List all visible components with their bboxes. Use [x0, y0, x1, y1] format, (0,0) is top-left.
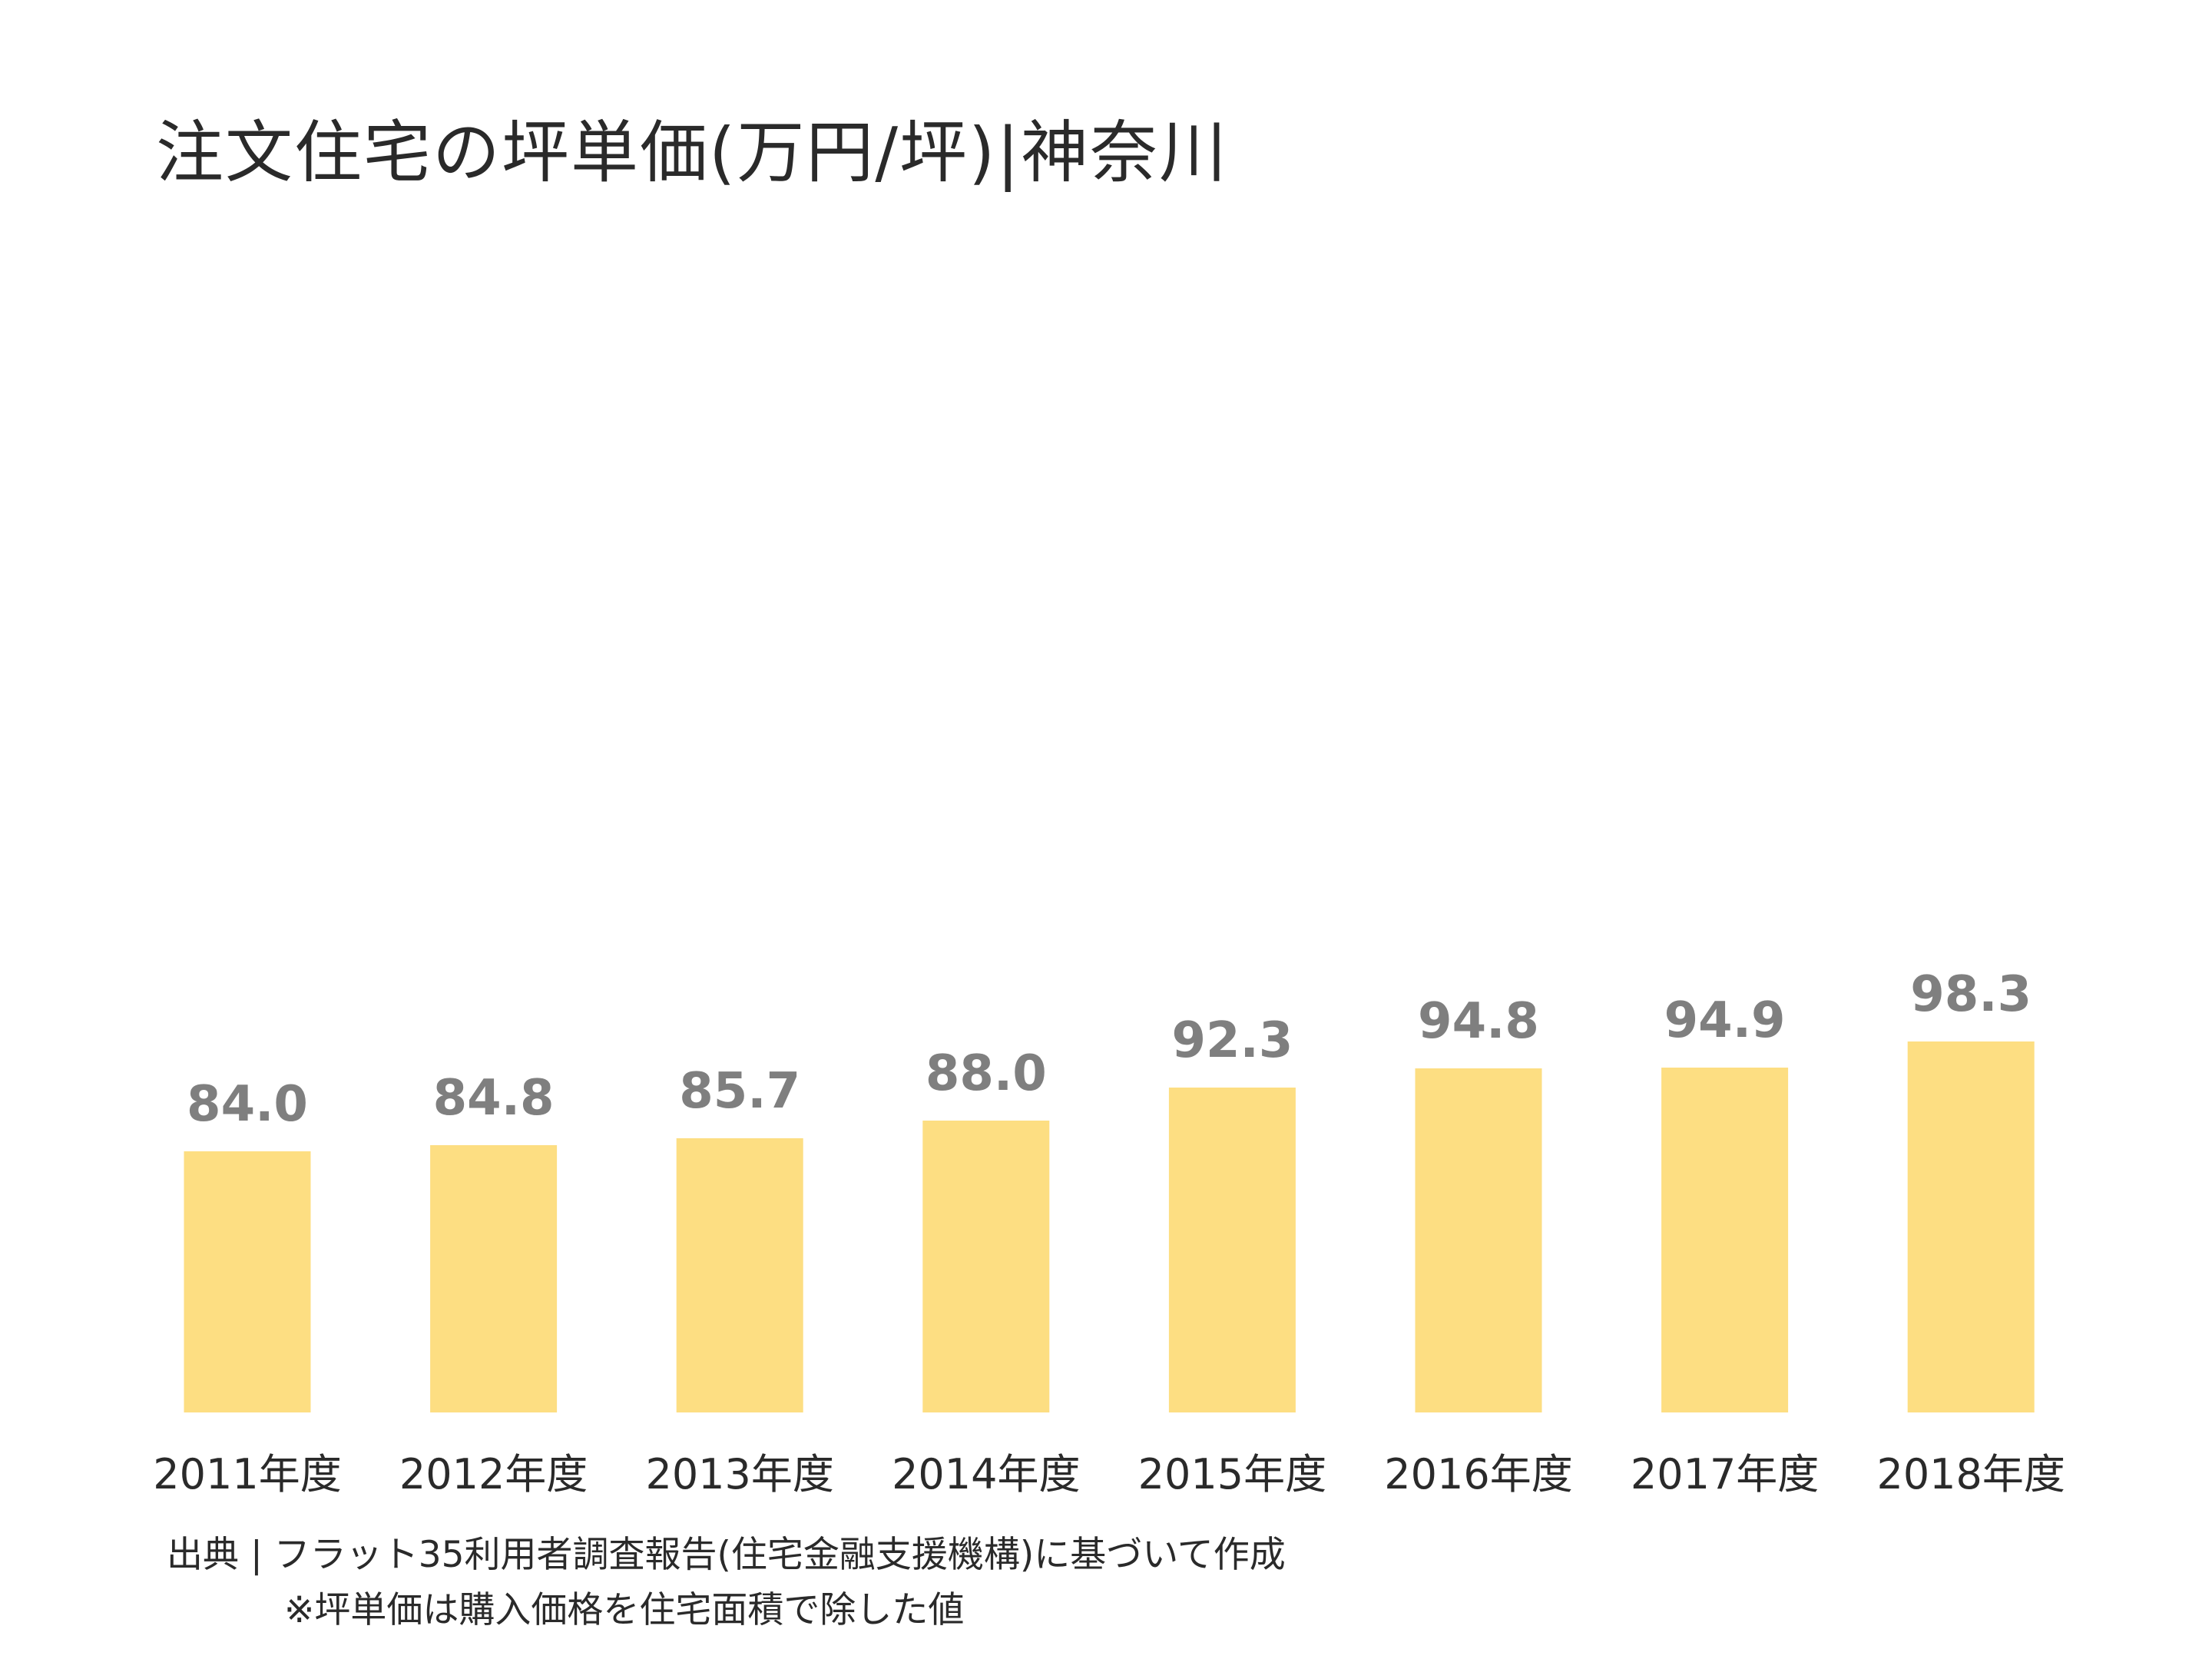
- value-label: 92.3: [1171, 1012, 1293, 1069]
- category-label: 2012年度: [399, 1450, 588, 1498]
- value-label: 84.0: [187, 1076, 308, 1133]
- bar-2018年度: [1907, 1041, 2035, 1412]
- category-labels-group: 2011年度 2012年度 2013年度 2014年度 2015年度 2016年度 2017…: [153, 1450, 2065, 1498]
- category-label: 2015年度: [1138, 1450, 1326, 1498]
- bar-2017年度: [1661, 1068, 1789, 1412]
- value-labels-group: 84.0 84.8 85.7 88.0 92.3 94.8 94.9 98.3: [187, 966, 2032, 1133]
- value-label: 94.8: [1418, 993, 1539, 1050]
- bars-group: [184, 1041, 2035, 1412]
- value-label: 88.0: [926, 1045, 1047, 1102]
- footnote: ※坪単価は購入価格を住宅面積で除した値: [284, 1589, 965, 1631]
- value-label: 98.3: [1910, 966, 2032, 1023]
- bar-2013年度: [676, 1138, 803, 1412]
- bar-2016年度: [1415, 1068, 1542, 1412]
- bar-2015年度: [1168, 1088, 1296, 1412]
- category-label: 2016年度: [1384, 1450, 1572, 1498]
- category-label: 2013年度: [645, 1450, 833, 1498]
- value-label: 85.7: [679, 1063, 800, 1120]
- category-label: 2017年度: [1631, 1450, 1819, 1498]
- value-label: 94.9: [1664, 992, 1786, 1049]
- category-label: 2011年度: [153, 1450, 341, 1498]
- bar-2014年度: [922, 1121, 1050, 1412]
- category-label: 2018年度: [1876, 1450, 2065, 1498]
- bar-2012年度: [430, 1145, 558, 1412]
- category-label: 2014年度: [892, 1450, 1080, 1498]
- chart-title: 注文住宅の坪単価(万円/坪)|神奈川: [156, 113, 1228, 192]
- value-label: 84.8: [433, 1070, 555, 1127]
- bar-2011年度: [184, 1151, 311, 1412]
- source-note: 出典 | フラット35利用者調査報告(住宅金融支援機構)に基づいて作成: [167, 1534, 1286, 1576]
